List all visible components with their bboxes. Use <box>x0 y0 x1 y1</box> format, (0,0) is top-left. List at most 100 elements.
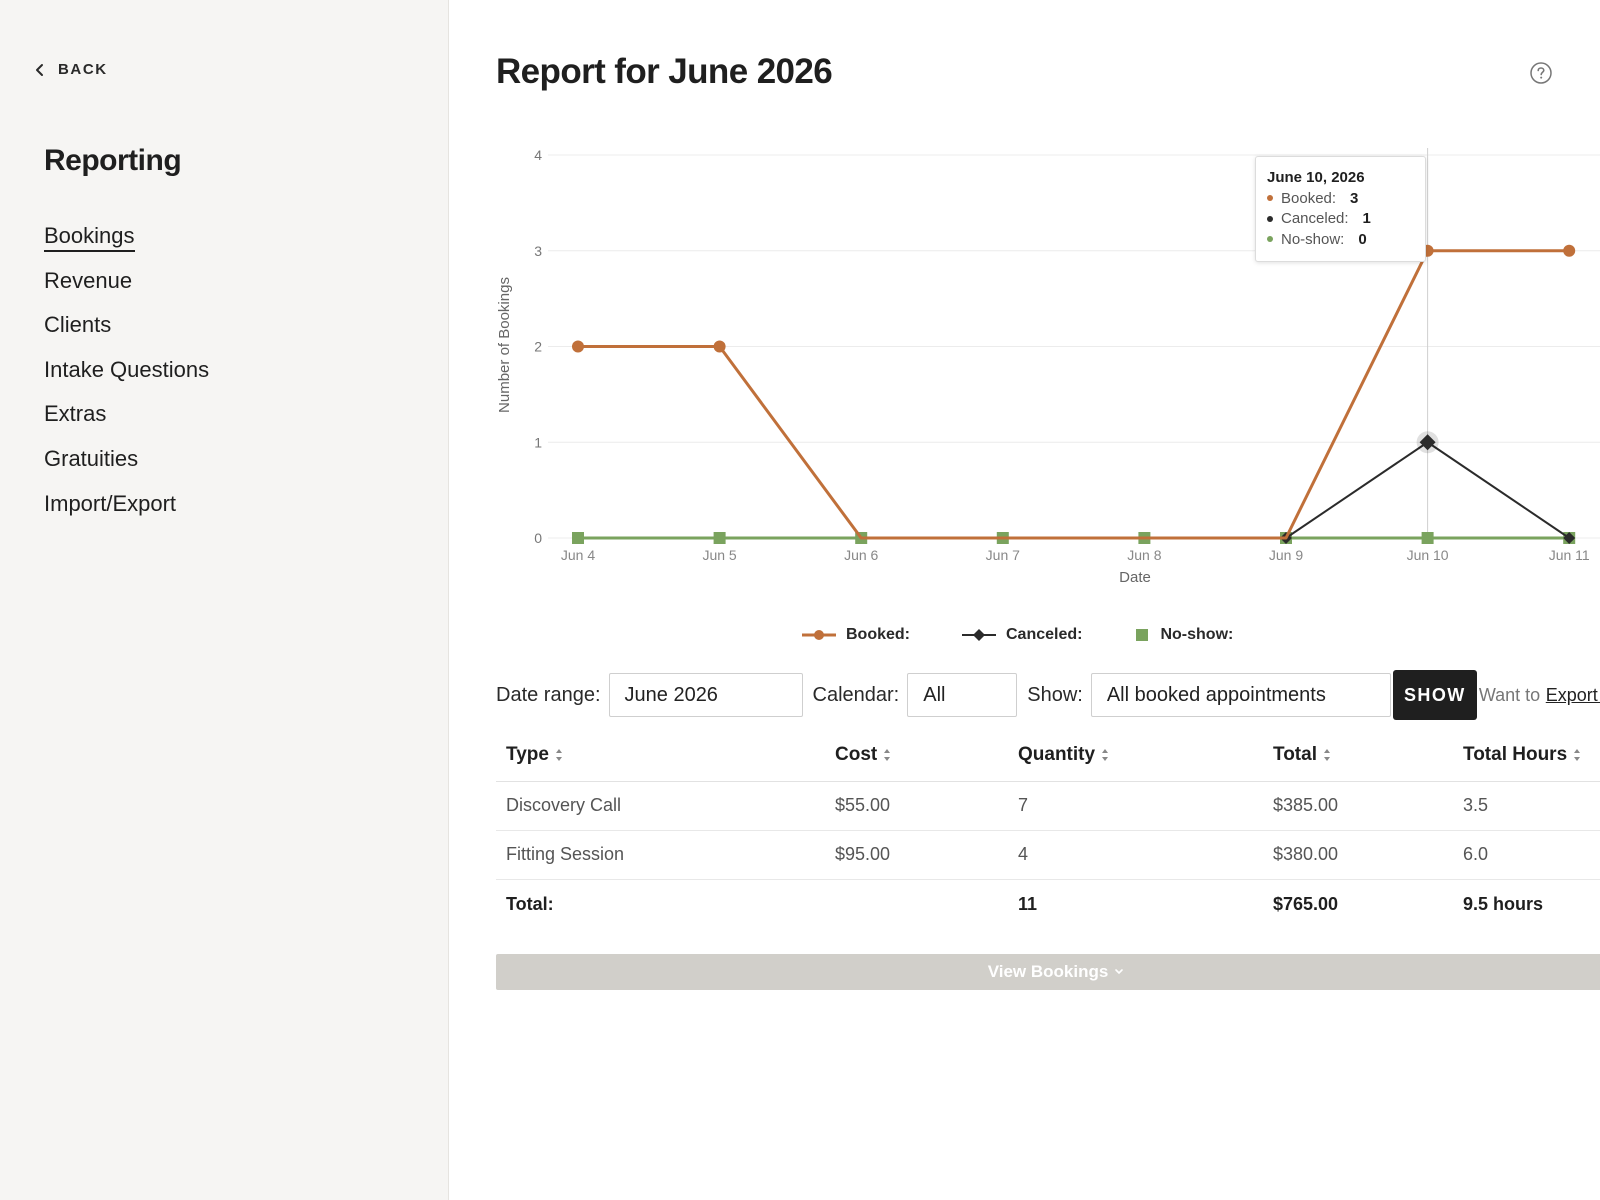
legend-canceled[interactable]: Canceled: <box>962 626 1082 644</box>
column-header-total-hours[interactable]: Total Hours <box>1453 730 1600 782</box>
x-axis-label: Date <box>1119 569 1151 586</box>
chart-tooltip: June 10, 2026 Booked: 3 Canceled: 1 No-sho… <box>1255 156 1426 262</box>
cell-total-amount: $765.00 <box>1273 893 1339 914</box>
cell-total-hours: 6.0 <box>1453 830 1600 880</box>
square-icon <box>1136 629 1149 641</box>
sidebar-item-label: Extras <box>44 401 107 427</box>
tooltip-row-booked: Booked: 3 <box>1267 188 1414 209</box>
line-circle-icon <box>802 630 836 640</box>
show-label: Show: <box>1027 683 1083 706</box>
y-axis-label: Number of Bookings <box>496 277 513 413</box>
x-tick-label: Jun 5 <box>702 547 736 563</box>
y-tick-label: 0 <box>534 530 542 546</box>
legend-noshow[interactable]: No-show: <box>1134 626 1233 644</box>
show-select[interactable]: All booked appointments <box>1090 673 1391 717</box>
cell-total: $380.00 <box>1263 830 1453 880</box>
column-header-total[interactable]: Total <box>1263 730 1453 782</box>
bookings-table: Type Cost Quantity Total Total Hours Dis… <box>496 730 1600 929</box>
column-header-quantity[interactable]: Quantity <box>1008 730 1263 782</box>
legend-label: Booked: <box>846 626 910 643</box>
sidebar-item-import-export[interactable]: Import/Export <box>44 484 209 529</box>
report-filters: Date range: June 2026 Calendar: All Show… <box>496 670 1600 720</box>
cell-type: Discovery Call <box>496 781 825 831</box>
sidebar: BACK Reporting Bookings Revenue Clients … <box>0 0 449 1200</box>
page-title: Report for June 2026 <box>496 52 833 91</box>
sidebar-item-gratuities[interactable]: Gratuities <box>44 439 209 484</box>
tooltip-row-canceled: Canceled: 1 <box>1267 209 1414 230</box>
y-tick-label: 3 <box>534 243 542 259</box>
column-header-type[interactable]: Type <box>496 730 825 782</box>
sidebar-item-label: Gratuities <box>44 445 139 471</box>
date-range-label: Date range: <box>496 683 601 706</box>
legend-label: Canceled: <box>1006 626 1083 643</box>
x-tick-label: Jun 10 <box>1407 547 1449 563</box>
data-point <box>1419 434 1436 451</box>
column-label: Total Hours <box>1463 744 1568 766</box>
export-link[interactable]: Export as <box>1545 684 1600 705</box>
tooltip-label: Canceled: <box>1281 210 1349 228</box>
tooltip-value: 1 <box>1362 210 1371 228</box>
column-label: Type <box>506 744 549 766</box>
legend-label: No-show: <box>1160 626 1234 643</box>
cell-quantity: 7 <box>1008 781 1263 831</box>
view-bookings-button[interactable]: View Bookings <box>496 954 1600 990</box>
back-label: BACK <box>58 61 108 78</box>
tooltip-title: June 10, 2026 <box>1267 169 1365 186</box>
data-point <box>572 532 584 544</box>
data-point <box>713 532 726 544</box>
sidebar-item-label: Import/Export <box>44 490 177 516</box>
tooltip-label: Booked: <box>1281 189 1337 207</box>
x-tick-label: Jun 7 <box>986 547 1020 563</box>
dot-icon <box>1267 195 1273 202</box>
dot-icon <box>1267 215 1273 222</box>
line-diamond-icon <box>962 629 996 641</box>
sidebar-item-revenue[interactable]: Revenue <box>44 261 209 306</box>
y-tick-label: 1 <box>534 434 542 450</box>
sidebar-item-clients[interactable]: Clients <box>44 305 209 350</box>
sidebar-item-label: Clients <box>44 312 112 338</box>
chevron-left-icon <box>36 63 43 76</box>
legend-booked[interactable]: Booked: <box>802 626 910 644</box>
back-button[interactable]: BACK <box>32 61 108 78</box>
chart-legend: Booked: Canceled: No-show: <box>802 626 1285 644</box>
calendar-select[interactable]: All <box>907 673 1018 717</box>
main-content: Report for June 2026 0 1 2 3 4 Jun 4 Jun 5 Jun … <box>450 0 1600 1200</box>
tooltip-label: No-show: <box>1281 230 1345 248</box>
sidebar-item-bookings[interactable]: Bookings <box>44 216 209 261</box>
table-header-row: Type Cost Quantity Total Total Hours <box>496 730 1600 782</box>
data-point <box>1421 532 1434 544</box>
y-tick-label: 2 <box>534 339 542 355</box>
question-circle-icon[interactable] <box>1530 62 1552 84</box>
bookings-line-chart[interactable]: 0 1 2 3 4 Jun 4 Jun 5 Jun 6 Jun 7 Jun 8 Jun 9 Jun 1… <box>450 130 1600 600</box>
cell-total-quantity: 11 <box>1018 893 1038 914</box>
x-tick-label: Jun 4 <box>561 547 595 563</box>
tooltip-value: 3 <box>1350 189 1359 207</box>
x-tick-label: Jun 6 <box>844 547 878 563</box>
calendar-label: Calendar: <box>812 683 900 706</box>
table-row: Fitting Session $95.00 4 $380.00 6.0 <box>496 830 1600 880</box>
column-label: Quantity <box>1018 744 1096 766</box>
sort-icon <box>1574 749 1581 762</box>
table-row: Discovery Call $55.00 7 $385.00 3.5 <box>496 781 1600 831</box>
sort-icon <box>1323 749 1330 762</box>
data-point <box>713 340 726 353</box>
data-point <box>1563 532 1576 544</box>
sidebar-item-extras[interactable]: Extras <box>44 394 209 439</box>
sidebar-item-label: Revenue <box>44 267 133 293</box>
sidebar-title: Reporting <box>44 144 182 177</box>
cell-total: $385.00 <box>1263 781 1453 831</box>
series-line <box>578 249 1570 540</box>
cell-quantity: 4 <box>1008 830 1263 880</box>
cell-total-cost <box>825 879 1008 929</box>
column-label: Total <box>1273 744 1317 766</box>
column-header-cost[interactable]: Cost <box>825 730 1008 782</box>
sidebar-item-label: Bookings <box>44 223 135 252</box>
sidebar-item-label: Intake Questions <box>44 356 210 382</box>
column-label: Cost <box>835 744 878 766</box>
show-button[interactable]: SHOW <box>1392 670 1477 720</box>
tooltip-row-noshow: No-show: 0 <box>1267 229 1414 250</box>
date-range-input[interactable]: June 2026 <box>608 673 803 717</box>
data-point <box>572 340 584 353</box>
sidebar-item-intake-questions[interactable]: Intake Questions <box>44 350 209 395</box>
cell-total-hours: 3.5 <box>1453 781 1600 831</box>
